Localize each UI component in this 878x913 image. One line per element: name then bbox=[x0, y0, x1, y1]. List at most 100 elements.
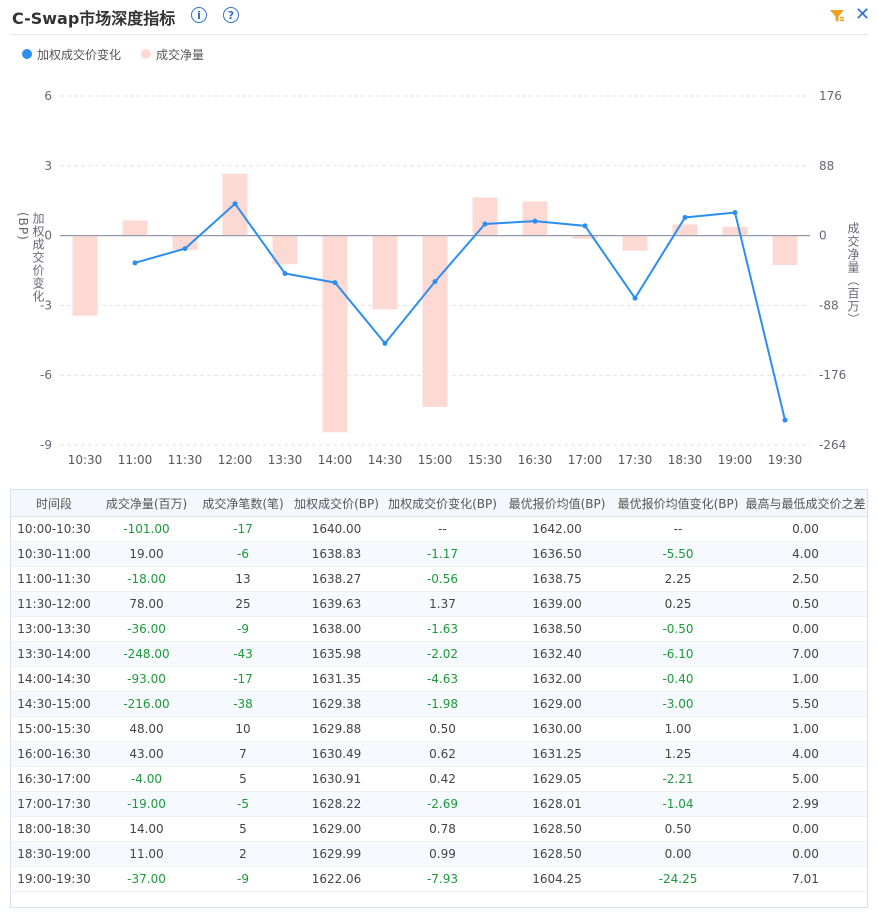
bar bbox=[522, 201, 548, 236]
table-cell: 1628.01 bbox=[502, 791, 612, 817]
table-cell: -0.40 bbox=[612, 666, 744, 692]
table-cell: 2 bbox=[196, 841, 290, 867]
bar bbox=[472, 197, 498, 236]
table-cell: -17 bbox=[196, 666, 290, 692]
info-icon[interactable]: i bbox=[191, 7, 207, 23]
x-tick-label: 12:00 bbox=[218, 453, 253, 467]
close-icon[interactable]: ✕ bbox=[855, 4, 871, 25]
table-cell: -4.63 bbox=[383, 666, 502, 692]
table-cell: -- bbox=[383, 516, 502, 542]
table-cell: 0.99 bbox=[383, 841, 502, 867]
line-point bbox=[632, 295, 638, 301]
table-cell: 1622.06 bbox=[290, 866, 383, 892]
table-cell: 1629.88 bbox=[290, 716, 383, 742]
bar bbox=[372, 235, 398, 310]
table-cell: -0.56 bbox=[383, 566, 502, 592]
table-cell: -7.93 bbox=[383, 866, 502, 892]
column-header[interactable]: 最优报价均值变化(BP) bbox=[612, 490, 744, 517]
table-cell: 11:00-11:30 bbox=[11, 566, 97, 592]
x-tick-label: 19:00 bbox=[718, 453, 753, 467]
table-row: 11:30-12:00 78.00 25 1639.63 1.37 1639.00 0.25… bbox=[11, 591, 867, 617]
table-cell: 1639.00 bbox=[502, 591, 612, 617]
table-cell: 1638.75 bbox=[502, 566, 612, 592]
line-point bbox=[432, 279, 438, 285]
table-cell: 25 bbox=[196, 591, 290, 617]
right-tick-label: -176 bbox=[819, 368, 846, 382]
table-cell: -3.00 bbox=[612, 691, 744, 717]
table-cell: 14:30-15:00 bbox=[11, 691, 97, 717]
table-row: 17:00-17:30 -19.00 -5 1628.22 -2.69 1628.01 -1… bbox=[11, 791, 867, 817]
table-cell: 2.99 bbox=[744, 791, 867, 817]
table-row: 15:00-15:30 48.00 10 1629.88 0.50 1630.00 1.00… bbox=[11, 716, 867, 742]
bar bbox=[722, 226, 748, 236]
table-cell: 0.50 bbox=[744, 591, 867, 617]
table-cell: 0.00 bbox=[612, 841, 744, 867]
left-tick-label: 0 bbox=[44, 229, 52, 243]
table-cell: 19.00 bbox=[97, 541, 196, 567]
table-cell: 1630.00 bbox=[502, 716, 612, 742]
line-point bbox=[382, 340, 388, 346]
table-cell: 1628.50 bbox=[502, 841, 612, 867]
table-row: 19:00-19:30 -37.00 -9 1622.06 -7.93 1604.25 -2… bbox=[11, 866, 867, 892]
line-point bbox=[282, 271, 288, 277]
table-row: 13:00-13:30 -36.00 -9 1638.00 -1.63 1638.50 -0… bbox=[11, 616, 867, 642]
table-cell: 16:00-16:30 bbox=[11, 741, 97, 767]
table-cell: 5.00 bbox=[744, 766, 867, 792]
table-cell: -101.00 bbox=[97, 516, 196, 542]
table-cell: 1629.00 bbox=[290, 816, 383, 842]
filter-icon[interactable] bbox=[829, 8, 845, 24]
table-cell: 1629.99 bbox=[290, 841, 383, 867]
help-icon[interactable]: ? bbox=[223, 7, 239, 23]
column-header[interactable]: 加权成交价变化(BP) bbox=[383, 490, 502, 517]
table-cell: -1.17 bbox=[383, 541, 502, 567]
table-cell: 1604.25 bbox=[502, 866, 612, 892]
table-cell: -2.69 bbox=[383, 791, 502, 817]
table-cell: -9 bbox=[196, 866, 290, 892]
table-cell: 0.00 bbox=[744, 516, 867, 542]
table-cell: 14:00-14:30 bbox=[11, 666, 97, 692]
left-tick-label: 3 bbox=[44, 159, 52, 173]
bar bbox=[422, 235, 448, 407]
table-cell: 43.00 bbox=[97, 741, 196, 767]
line-point bbox=[532, 218, 538, 224]
line-point bbox=[132, 260, 138, 266]
right-tick-label: 0 bbox=[819, 229, 827, 243]
table-cell: 0.78 bbox=[383, 816, 502, 842]
table-cell: 1638.50 bbox=[502, 616, 612, 642]
table-body: 10:00-10:30 -101.00 -17 1640.00 -- 1642.00 -- 0… bbox=[11, 516, 867, 892]
table-cell: 1640.00 bbox=[290, 516, 383, 542]
column-header[interactable]: 最优报价均值(BP) bbox=[502, 490, 612, 517]
line-point bbox=[782, 417, 788, 423]
table-cell: -216.00 bbox=[97, 691, 196, 717]
x-tick-label: 17:30 bbox=[618, 453, 653, 467]
panel-title: C-Swap市场深度指标 bbox=[12, 9, 176, 28]
x-tick-label: 11:00 bbox=[118, 453, 153, 467]
legend-item-bar[interactable]: 成交净量 bbox=[141, 46, 204, 63]
table-cell: -5.50 bbox=[612, 541, 744, 567]
table-cell: -1.98 bbox=[383, 691, 502, 717]
x-tick-label: 16:30 bbox=[518, 453, 553, 467]
table-cell: -18.00 bbox=[97, 566, 196, 592]
table-cell: 7.01 bbox=[744, 866, 867, 892]
header-divider bbox=[10, 34, 868, 35]
left-axis-title: 加权成交价变化(BP) bbox=[16, 212, 45, 303]
x-tick-label: 14:30 bbox=[368, 453, 403, 467]
table-cell: 16:30-17:00 bbox=[11, 766, 97, 792]
line-point bbox=[182, 246, 188, 252]
column-header[interactable]: 最高与最低成交价之差 bbox=[744, 490, 867, 517]
column-header[interactable]: 成交净笔数(笔) bbox=[196, 490, 290, 517]
table-cell: 0.50 bbox=[612, 816, 744, 842]
table-cell: 18:00-18:30 bbox=[11, 816, 97, 842]
bar bbox=[122, 220, 148, 236]
table-cell: 7.00 bbox=[744, 641, 867, 667]
x-tick-label: 18:30 bbox=[668, 453, 703, 467]
table-cell: 5.50 bbox=[744, 691, 867, 717]
legend-item-line[interactable]: 加权成交价变化 bbox=[22, 46, 121, 63]
column-header[interactable]: 加权成交价(BP) bbox=[290, 490, 383, 517]
table-cell: 0.25 bbox=[612, 591, 744, 617]
table-cell: 2.50 bbox=[744, 566, 867, 592]
column-header[interactable]: 成交净量(百万) bbox=[97, 490, 196, 517]
table-row: 10:30-11:00 19.00 -6 1638.83 -1.17 1636.50 -5.… bbox=[11, 541, 867, 567]
table-cell: 1.00 bbox=[744, 666, 867, 692]
column-header[interactable]: 时间段 bbox=[11, 490, 97, 517]
